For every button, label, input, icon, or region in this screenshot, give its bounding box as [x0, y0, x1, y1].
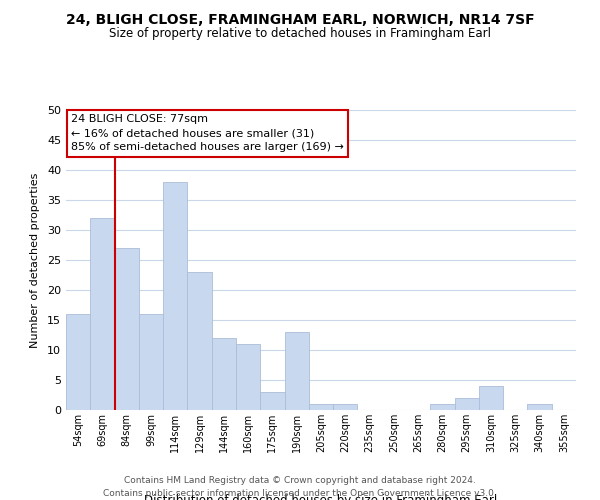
Y-axis label: Number of detached properties: Number of detached properties [30, 172, 40, 348]
Bar [212, 338, 236, 410]
X-axis label: Distribution of detached houses by size in Framingham Earl: Distribution of detached houses by size … [145, 494, 497, 500]
Bar [66, 314, 90, 410]
Bar [333, 404, 358, 410]
Bar [163, 182, 187, 410]
Bar [90, 218, 115, 410]
Bar [236, 344, 260, 410]
Bar [527, 404, 552, 410]
Bar [430, 404, 455, 410]
Text: 24, BLIGH CLOSE, FRAMINGHAM EARL, NORWICH, NR14 7SF: 24, BLIGH CLOSE, FRAMINGHAM EARL, NORWIC… [65, 12, 535, 26]
Bar [309, 404, 333, 410]
Text: Contains HM Land Registry data © Crown copyright and database right 2024.
Contai: Contains HM Land Registry data © Crown c… [103, 476, 497, 498]
Bar [479, 386, 503, 410]
Bar [115, 248, 139, 410]
Bar [284, 332, 309, 410]
Text: 24 BLIGH CLOSE: 77sqm
← 16% of detached houses are smaller (31)
85% of semi-deta: 24 BLIGH CLOSE: 77sqm ← 16% of detached … [71, 114, 344, 152]
Text: Size of property relative to detached houses in Framingham Earl: Size of property relative to detached ho… [109, 28, 491, 40]
Bar [260, 392, 284, 410]
Bar [139, 314, 163, 410]
Bar [187, 272, 212, 410]
Bar [455, 398, 479, 410]
